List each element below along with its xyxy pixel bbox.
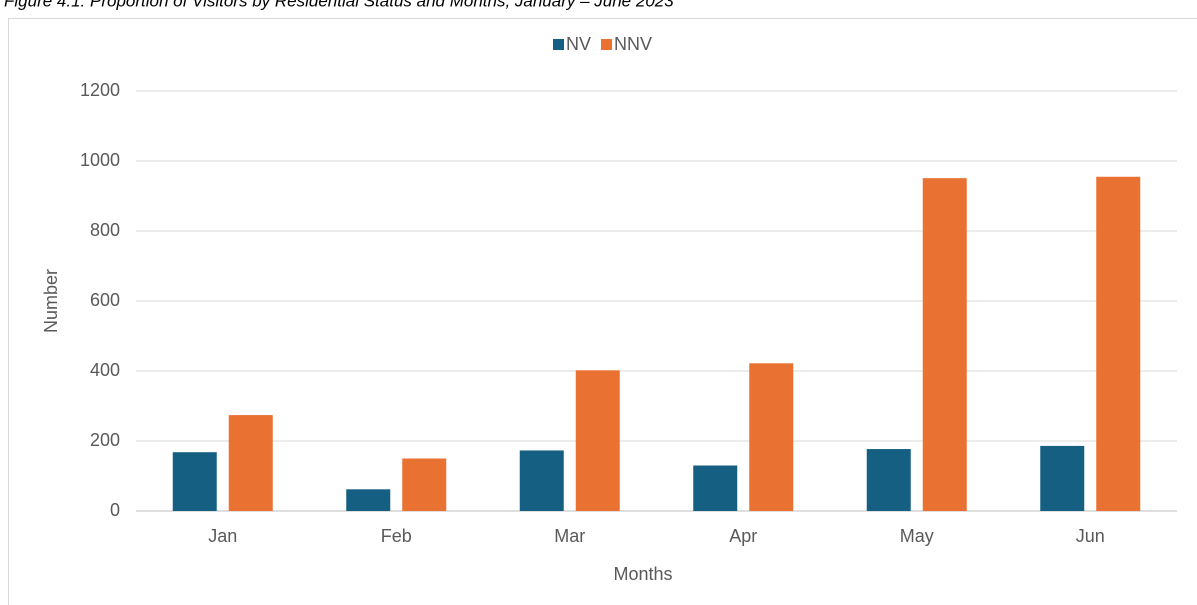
y-tick-label: 0 xyxy=(110,500,120,520)
x-tick-label: Feb xyxy=(381,526,412,546)
bar xyxy=(228,415,273,511)
bar xyxy=(1040,445,1085,511)
x-tick-label: Mar xyxy=(554,526,585,546)
bar xyxy=(402,458,447,511)
y-tick-label: 800 xyxy=(90,220,120,240)
legend-swatch xyxy=(601,39,613,50)
x-tick-label: May xyxy=(900,526,934,546)
bar xyxy=(1096,176,1141,511)
legend-label: NV xyxy=(566,34,591,54)
legend-swatch xyxy=(553,39,564,50)
bar xyxy=(172,452,217,511)
bar xyxy=(922,178,967,511)
y-tick-label: 200 xyxy=(90,430,120,450)
bar xyxy=(575,370,620,511)
x-tick-label: Jan xyxy=(208,526,237,546)
y-tick-label: 600 xyxy=(90,290,120,310)
y-tick-label: 400 xyxy=(90,360,120,380)
x-tick-label: Jun xyxy=(1076,526,1105,546)
x-tick-label: Apr xyxy=(729,526,757,546)
x-axis-label: Months xyxy=(613,564,672,584)
bar xyxy=(346,489,391,511)
chart-frame xyxy=(8,18,1197,605)
bar xyxy=(866,449,911,511)
bar xyxy=(749,363,794,511)
chart-title: Figure 4.1: Proportion of Visitors by Re… xyxy=(4,0,674,10)
legend-label: NNV xyxy=(614,34,652,54)
y-tick-label: 1000 xyxy=(80,150,120,170)
bar xyxy=(693,465,738,511)
y-tick-label: 1200 xyxy=(80,80,120,100)
bar xyxy=(519,450,564,511)
y-axis-label: Number xyxy=(41,269,61,333)
